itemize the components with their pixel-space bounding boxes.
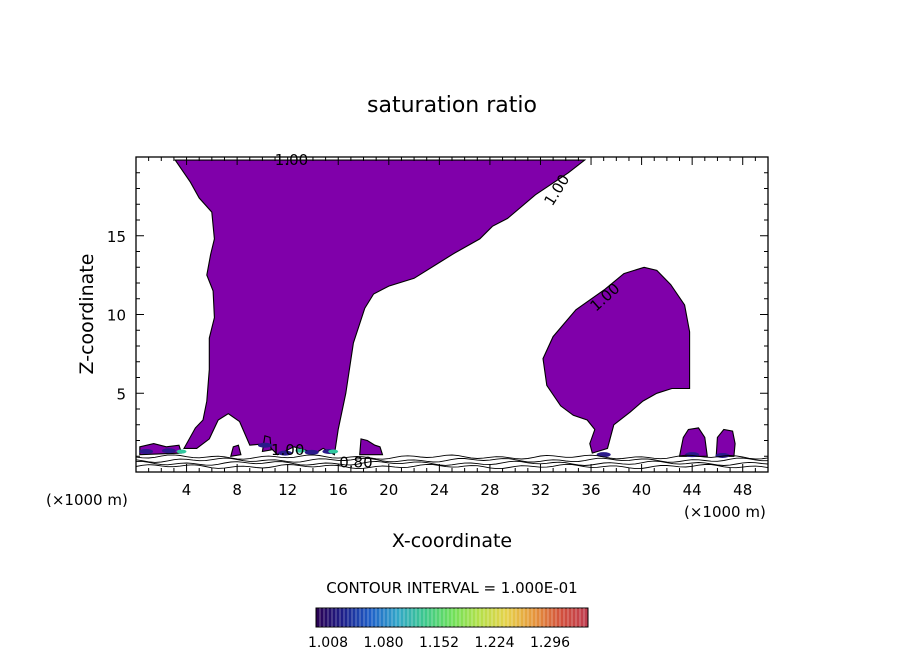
contour-region-5 bbox=[359, 438, 384, 456]
contour-region-1 bbox=[542, 266, 691, 454]
x-tick-label-9: 40 bbox=[632, 481, 651, 499]
y-axis-ticks: 5 10 15 bbox=[107, 172, 768, 457]
colorbar bbox=[315, 607, 589, 628]
surface-contour-layer bbox=[135, 454, 769, 470]
x-tick-label-6: 28 bbox=[480, 481, 499, 499]
low-level-blob-0 bbox=[139, 449, 154, 455]
x-tick-label-3: 16 bbox=[329, 481, 348, 499]
colorbar-title: CONTOUR INTERVAL = 1.000E-01 bbox=[326, 579, 577, 597]
x-unit-right: (×1000 m) bbox=[684, 503, 766, 521]
contour-label-0: 1.00 bbox=[275, 151, 308, 169]
low-level-blob-5 bbox=[596, 452, 611, 458]
surface-contour-1 bbox=[136, 460, 769, 466]
x-tick-label-11: 48 bbox=[733, 481, 752, 499]
x-axis-ticks: 4 8 12 16 20 24 28 32 36 40 44 48 bbox=[148, 157, 756, 499]
contour-label-3: 1.00 bbox=[271, 441, 304, 459]
low-level-blob-2 bbox=[304, 449, 319, 455]
surface-contour-0 bbox=[135, 463, 769, 470]
x-tick-label-4: 20 bbox=[379, 481, 398, 499]
mid-level-blob-1 bbox=[295, 448, 306, 453]
surface-contour-3 bbox=[135, 454, 769, 460]
x-tick-label-10: 44 bbox=[683, 481, 702, 499]
chart-title: saturation ratio bbox=[367, 93, 537, 118]
contour-region-3 bbox=[715, 428, 736, 457]
surface-contour-2 bbox=[135, 457, 768, 463]
x-tick-label-7: 32 bbox=[531, 481, 550, 499]
colorbar-tick-label-1: 1.080 bbox=[363, 635, 403, 651]
x-unit-left: (×1000 m) bbox=[46, 491, 128, 509]
low-level-blob-8 bbox=[257, 442, 272, 448]
x-tick-label-8: 36 bbox=[581, 481, 600, 499]
y-axis-label: Z-coordinate bbox=[76, 254, 98, 375]
low-level-blob-3 bbox=[278, 450, 293, 456]
y-tick-label-0: 5 bbox=[116, 385, 126, 403]
colorbar-ticks: 1.008 1.080 1.152 1.224 1.296 bbox=[308, 635, 570, 651]
colorbar-tick-label-4: 1.296 bbox=[530, 635, 570, 651]
contour-fill-layer bbox=[139, 159, 736, 458]
contour-label-4: 0.80 bbox=[339, 454, 372, 472]
y-tick-label-1: 10 bbox=[107, 307, 126, 325]
colorbar-stripes bbox=[319, 608, 585, 627]
colorbar-tick-label-3: 1.224 bbox=[474, 635, 514, 651]
colorbar-tick-label-0: 1.008 bbox=[308, 635, 348, 651]
x-tick-label-5: 24 bbox=[430, 481, 449, 499]
x-axis-label: X-coordinate bbox=[392, 530, 512, 552]
low-level-blob-1 bbox=[161, 448, 176, 454]
colorbar-tick-label-2: 1.152 bbox=[419, 635, 459, 651]
x-tick-label-2: 12 bbox=[278, 481, 297, 499]
contour-region-7 bbox=[230, 444, 242, 457]
x-tick-label-0: 4 bbox=[182, 481, 192, 499]
contour-region-0 bbox=[174, 159, 587, 456]
x-tick-label-1: 8 bbox=[232, 481, 242, 499]
mid-level-blob-0 bbox=[176, 449, 187, 454]
contour-region-2 bbox=[678, 427, 708, 457]
mid-level-blob-2 bbox=[328, 449, 339, 454]
y-tick-label-2: 15 bbox=[107, 228, 126, 246]
